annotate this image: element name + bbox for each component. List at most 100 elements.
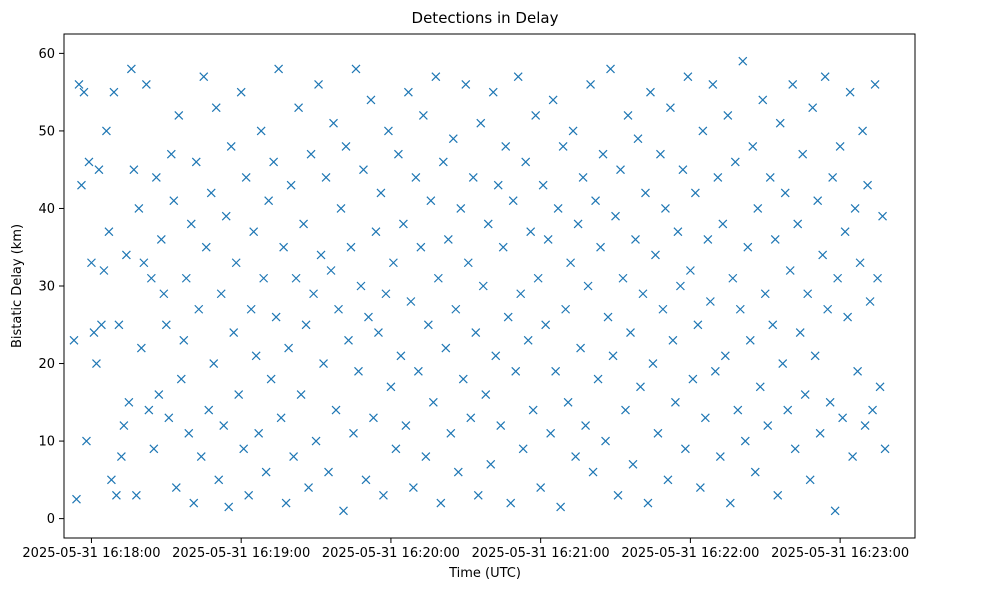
detection-point (321, 173, 331, 182)
detection-point (518, 444, 528, 454)
detection-point (848, 452, 858, 462)
y-tick-label: 0 (47, 512, 55, 527)
detection-point (211, 103, 221, 113)
detection-point (491, 351, 501, 361)
detection-point (830, 506, 840, 516)
detection-point (401, 421, 411, 430)
detection-point (478, 281, 488, 291)
detection-point (82, 436, 91, 446)
detection-point (384, 126, 393, 136)
detection-point (496, 421, 506, 430)
detection-point (548, 95, 558, 105)
detection-point (613, 490, 623, 500)
detection-point (743, 242, 753, 252)
detection-point (566, 258, 576, 268)
detection-point (141, 79, 151, 89)
detection-point (666, 103, 675, 113)
detection-point (875, 382, 885, 392)
detection-point (408, 483, 418, 493)
detection-point (763, 421, 773, 430)
detection-point (828, 173, 838, 182)
detection-point (354, 366, 363, 376)
detection-point (633, 134, 643, 144)
detection-point (845, 87, 855, 97)
detection-point (486, 459, 496, 469)
detection-point (768, 320, 778, 330)
detection-point (366, 95, 376, 105)
detection-point (77, 180, 86, 190)
detection-point (593, 374, 603, 384)
detection-point (441, 343, 451, 353)
detection-point (438, 157, 448, 167)
detection-point (646, 87, 655, 97)
detection-point (161, 320, 171, 330)
detection-point (276, 413, 286, 423)
detection-point (104, 227, 114, 237)
detection-point (244, 490, 254, 500)
detection-point (99, 266, 109, 275)
detection-point (488, 87, 498, 97)
detection-point (598, 149, 608, 159)
detection-point (316, 250, 326, 260)
detection-point (74, 79, 84, 89)
detection-point (596, 242, 605, 252)
detection-point (800, 390, 810, 399)
detection-point (84, 157, 94, 167)
detection-point (483, 219, 493, 229)
detection-point (334, 304, 343, 314)
detection-point (858, 126, 868, 136)
detection-point (451, 304, 461, 314)
detection-point (72, 494, 81, 504)
detection-point (558, 142, 568, 151)
detection-point (688, 374, 698, 384)
detection-point (755, 382, 765, 392)
detection-point (411, 173, 421, 182)
detection-point (286, 180, 296, 190)
detection-point (788, 79, 798, 89)
detection-point (603, 312, 613, 322)
detection-point (466, 413, 476, 423)
detection-point (843, 312, 853, 322)
detection-point (795, 328, 805, 337)
detection-point (815, 428, 825, 438)
detection-point (79, 87, 89, 97)
detection-point (683, 72, 693, 82)
detection-point (775, 118, 785, 128)
detection-point (296, 390, 306, 399)
detection-point (685, 266, 695, 275)
detection-point (374, 328, 383, 337)
detection-point (224, 502, 234, 512)
detection-point (309, 289, 318, 299)
detection-point (695, 483, 705, 493)
detection-point (418, 110, 428, 120)
detection-point (436, 498, 446, 508)
x-tick-label: 2025-05-31 16:18:00 (22, 546, 160, 561)
y-tick-label: 20 (38, 357, 55, 372)
detection-point (536, 483, 546, 493)
detection-point (748, 142, 758, 151)
detection-point (171, 483, 181, 493)
detection-point (546, 428, 556, 438)
detection-point (106, 475, 116, 485)
detection-point (406, 297, 416, 306)
detection-point (493, 180, 503, 190)
detection-point (516, 289, 526, 299)
detection-point (264, 196, 274, 206)
detection-point (361, 475, 371, 485)
detection-point (284, 343, 294, 353)
detection-point (770, 235, 780, 244)
detection-point (468, 173, 478, 182)
detection-point (506, 498, 516, 508)
detection-point (773, 490, 783, 500)
detection-point (174, 110, 184, 120)
detection-point (301, 320, 311, 330)
detection-point (351, 64, 361, 74)
detection-point (703, 235, 713, 244)
detection-point (229, 328, 239, 337)
detection-point (528, 405, 538, 415)
detection-point (219, 421, 229, 430)
detection-point (236, 87, 246, 97)
detection-point (156, 235, 166, 244)
